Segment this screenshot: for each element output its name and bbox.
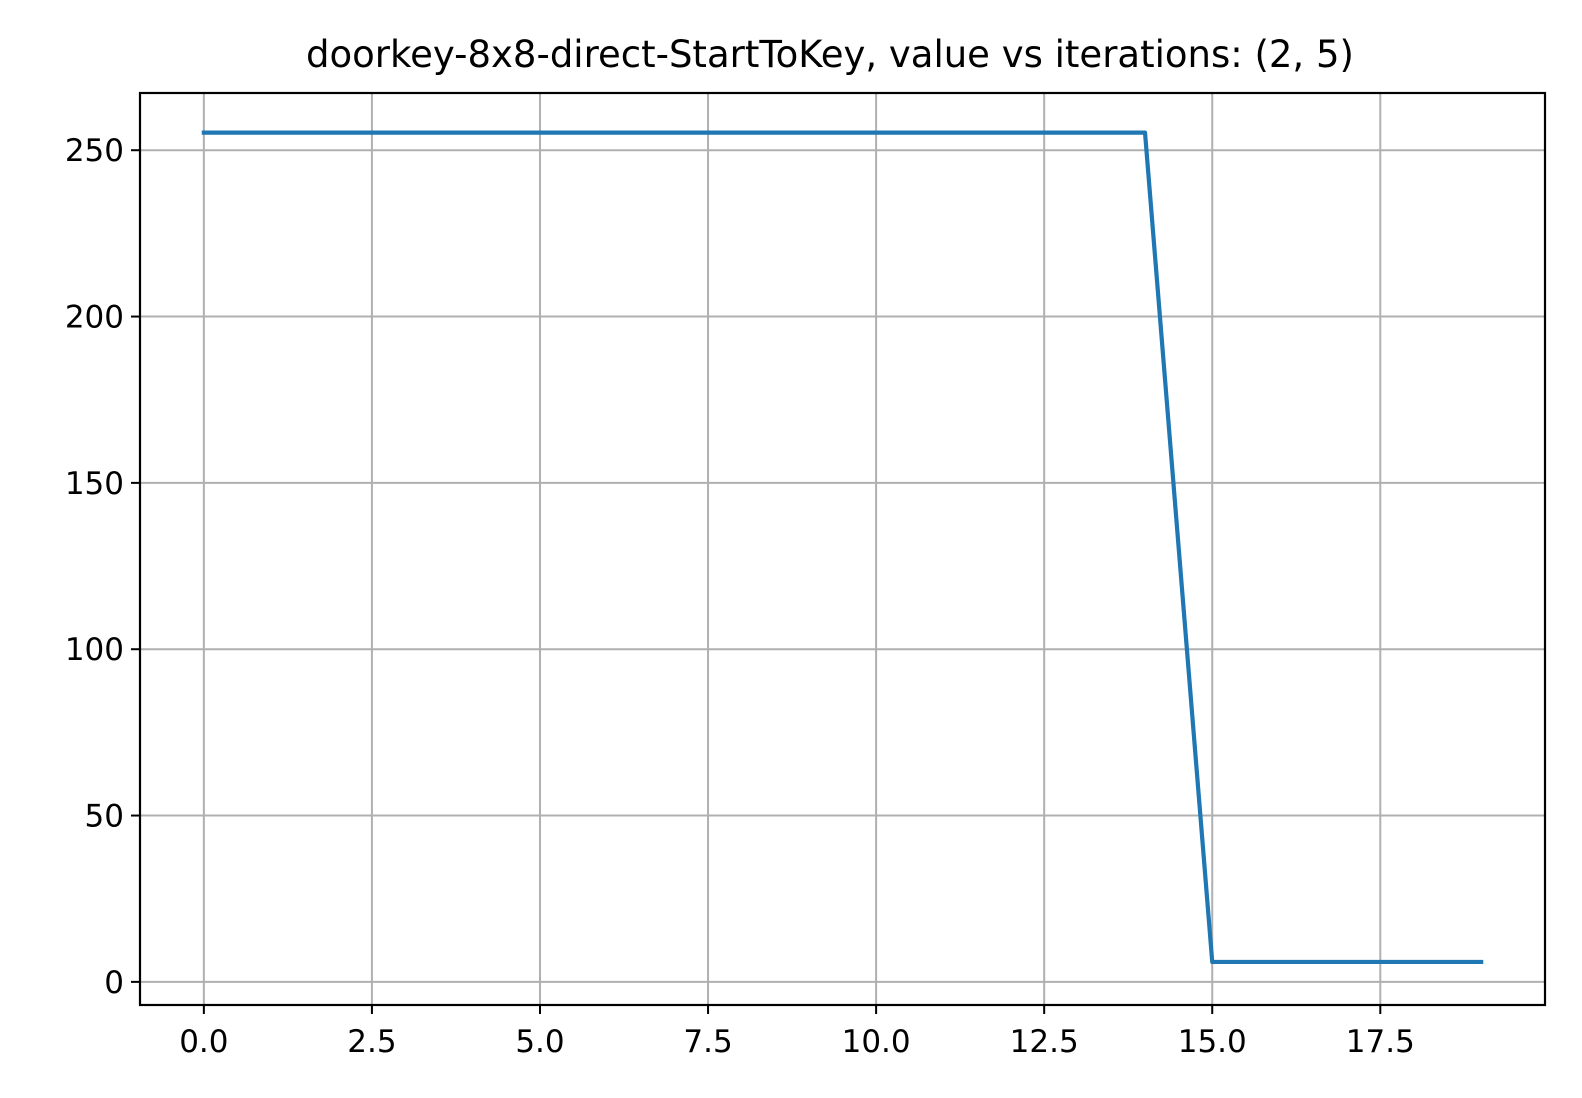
y-tick-label: 50 (85, 799, 124, 835)
x-tick-label: 2.5 (347, 1024, 396, 1060)
plot-frame (138, 91, 1547, 1007)
y-tick-label: 200 (65, 300, 124, 336)
y-tick-label: 250 (65, 133, 124, 169)
x-tick-label: 0.0 (179, 1024, 228, 1060)
x-tick-label: 12.5 (1010, 1024, 1079, 1060)
x-tick-label: 7.5 (683, 1024, 732, 1060)
y-tick-label: 100 (65, 632, 124, 668)
chart-title: doorkey-8x8-direct-StartToKey, value vs … (306, 33, 1354, 76)
x-tick-label: 17.5 (1346, 1024, 1415, 1060)
x-tick-label: 15.0 (1178, 1024, 1247, 1060)
x-tick-label: 10.0 (842, 1024, 911, 1060)
x-axis: 0.0 2.5 5.0 7.5 10.0 12.5 15.0 17.5 (179, 1005, 1415, 1060)
series-line (201, 130, 1484, 965)
x-tick-label: 5.0 (515, 1024, 564, 1060)
y-tick-label: 150 (65, 466, 124, 502)
grid-layer (140, 93, 1545, 1005)
series-layer (201, 130, 1484, 965)
y-tick-label: 0 (104, 965, 124, 1001)
y-axis: 0 50 100 150 200 250 (65, 133, 140, 1001)
